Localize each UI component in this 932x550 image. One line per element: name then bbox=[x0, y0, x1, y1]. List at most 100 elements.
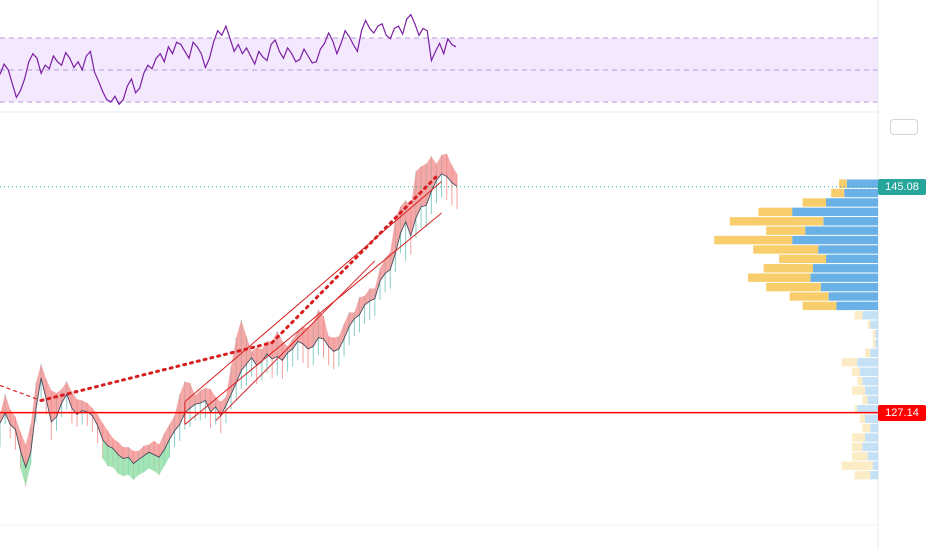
volume-profile-down-bar bbox=[823, 217, 878, 226]
volume-profile-up-bar bbox=[857, 376, 863, 386]
resistance-cloud bbox=[164, 424, 170, 450]
resistance-cloud bbox=[251, 347, 257, 366]
volume-profile-up-bar bbox=[753, 245, 819, 254]
resistance-cloud bbox=[112, 438, 119, 455]
volume-profile-up-bar bbox=[862, 423, 871, 433]
resistance-cloud bbox=[30, 382, 36, 453]
support-cloud bbox=[107, 445, 113, 468]
volume-profile-down-bar bbox=[875, 339, 878, 348]
volume-profile-up-bar bbox=[852, 433, 865, 442]
oscillator-line bbox=[0, 13, 457, 106]
volume-profile-down-bar bbox=[818, 245, 878, 254]
resistance-cloud bbox=[118, 442, 124, 459]
volume-profile-down-bar bbox=[859, 367, 878, 376]
resistance-cloud bbox=[374, 268, 380, 299]
volume-profile-up-bar bbox=[758, 207, 793, 217]
resistance-cloud bbox=[169, 415, 175, 440]
volume-profile-up-bar bbox=[766, 282, 821, 292]
volume-profile-up-bar bbox=[841, 461, 873, 470]
resistance-cloud bbox=[184, 381, 190, 414]
support-cloud bbox=[154, 454, 160, 475]
channel-lower-line bbox=[184, 212, 442, 425]
resistance-cloud bbox=[107, 430, 113, 449]
volume-profile-up-bar bbox=[872, 329, 876, 339]
support-cloud bbox=[128, 457, 134, 480]
resistance-cloud bbox=[241, 319, 247, 371]
support-cloud bbox=[25, 452, 31, 487]
resistance-cloud bbox=[25, 424, 31, 468]
resistance-cloud bbox=[205, 387, 211, 412]
scale-toggle-button[interactable] bbox=[890, 119, 918, 135]
resistance-cloud bbox=[410, 171, 416, 236]
resistance-cloud bbox=[210, 389, 216, 412]
volume-profile-up-bar bbox=[852, 452, 868, 461]
volume-profile-up-bar bbox=[854, 470, 871, 480]
volume-profile-down-bar bbox=[862, 311, 878, 320]
volume-profile-down-bar bbox=[870, 320, 878, 329]
resistance-cloud bbox=[102, 423, 108, 446]
dotted-peak-trendline bbox=[39, 174, 438, 402]
volume-profile-up-bar bbox=[867, 320, 871, 329]
resistance-cloud bbox=[148, 440, 155, 455]
resistance-cloud bbox=[15, 416, 21, 451]
volume-profile-down-bar bbox=[870, 470, 878, 480]
resistance-cloud bbox=[97, 414, 103, 440]
volume-profile-up-bar bbox=[859, 414, 865, 423]
support-cloud bbox=[123, 457, 129, 477]
channel-upper-line bbox=[184, 181, 442, 403]
resistance-cloud bbox=[61, 381, 67, 404]
support-cloud bbox=[112, 448, 119, 474]
support-cloud bbox=[143, 452, 149, 473]
resistance-cloud bbox=[415, 166, 422, 218]
resistance-cloud bbox=[344, 312, 350, 339]
volume-profile-up-bar bbox=[766, 226, 806, 235]
resistance-cloud bbox=[379, 258, 386, 281]
resistance-cloud bbox=[46, 379, 52, 422]
support-cloud bbox=[138, 455, 144, 475]
volume-profile-up-bar bbox=[854, 405, 858, 414]
resistance-cloud bbox=[364, 288, 370, 305]
volume-profile-up-bar bbox=[729, 217, 824, 226]
oscillator-band bbox=[0, 38, 878, 102]
resistance-cloud bbox=[41, 364, 47, 400]
volume-profile-up-bar bbox=[831, 188, 845, 198]
volume-profile-up-bar bbox=[854, 311, 863, 320]
resistance-cloud bbox=[20, 432, 26, 468]
volume-profile-up-bar bbox=[714, 235, 793, 245]
resistance-cloud bbox=[272, 331, 278, 359]
volume-profile-down-bar bbox=[867, 395, 878, 405]
volume-profile-up-bar bbox=[852, 386, 865, 395]
volume-profile-up-bar bbox=[872, 339, 876, 348]
resistance-cloud bbox=[225, 366, 232, 406]
volume-profile-down-bar bbox=[846, 179, 878, 188]
resistance-cloud bbox=[385, 251, 391, 274]
volume-profile bbox=[714, 179, 878, 480]
volume-profile-down-bar bbox=[875, 329, 878, 339]
volume-profile-down-bar bbox=[865, 433, 878, 442]
volume-profile-down-bar bbox=[862, 442, 878, 452]
volume-profile-up-bar bbox=[852, 442, 863, 452]
volume-profile-down-bar bbox=[870, 348, 878, 358]
volume-profile-down-bar bbox=[792, 207, 878, 217]
support-cloud bbox=[118, 454, 124, 477]
support-cloud bbox=[20, 450, 26, 487]
resistance-cloud bbox=[421, 163, 427, 207]
resistance-cloud bbox=[333, 336, 339, 352]
volume-profile-down-bar bbox=[792, 235, 878, 245]
resistance-cloud bbox=[359, 296, 365, 315]
volume-profile-up-bar bbox=[841, 358, 858, 367]
price-line bbox=[0, 173, 458, 469]
level-price-label: 127.14 bbox=[878, 404, 926, 421]
resistance-cloud bbox=[0, 394, 6, 424]
volume-profile-down-bar bbox=[836, 301, 878, 311]
volume-profile-down-bar bbox=[870, 423, 878, 433]
volume-profile-down-bar bbox=[826, 254, 878, 264]
resistance-cloud bbox=[179, 381, 185, 425]
resistance-cloud bbox=[446, 153, 452, 183]
resistance-cloud bbox=[261, 341, 268, 362]
volume-profile-up-bar bbox=[763, 264, 813, 273]
resistance-cloud bbox=[200, 387, 206, 404]
channel-inner-line bbox=[215, 260, 376, 422]
volume-profile-down-bar bbox=[826, 198, 878, 207]
